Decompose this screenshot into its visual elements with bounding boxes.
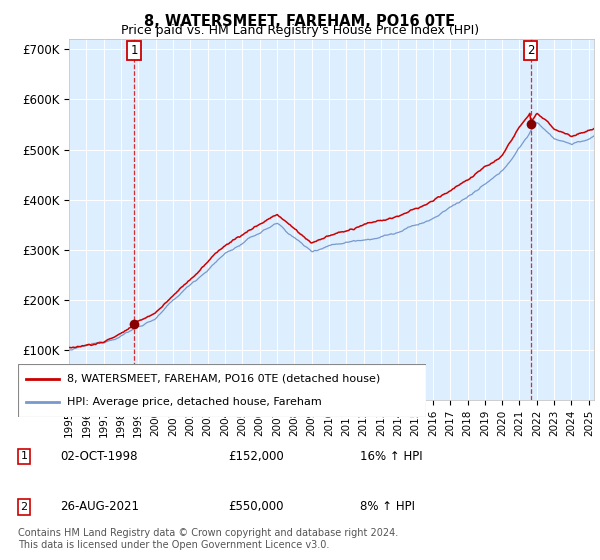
Text: £152,000: £152,000 xyxy=(228,450,284,463)
Text: 8, WATERSMEET, FAREHAM, PO16 0TE (detached house): 8, WATERSMEET, FAREHAM, PO16 0TE (detach… xyxy=(67,374,380,384)
Text: 1: 1 xyxy=(130,44,138,57)
Text: 16% ↑ HPI: 16% ↑ HPI xyxy=(360,450,422,463)
Text: HPI: Average price, detached house, Fareham: HPI: Average price, detached house, Fare… xyxy=(67,397,322,407)
Text: 1: 1 xyxy=(20,451,28,461)
Text: 8, WATERSMEET, FAREHAM, PO16 0TE: 8, WATERSMEET, FAREHAM, PO16 0TE xyxy=(145,14,455,29)
Text: 02-OCT-1998: 02-OCT-1998 xyxy=(60,450,137,463)
Text: 26-AUG-2021: 26-AUG-2021 xyxy=(60,500,139,514)
Text: 8% ↑ HPI: 8% ↑ HPI xyxy=(360,500,415,514)
Text: Price paid vs. HM Land Registry's House Price Index (HPI): Price paid vs. HM Land Registry's House … xyxy=(121,24,479,37)
Text: Contains HM Land Registry data © Crown copyright and database right 2024.
This d: Contains HM Land Registry data © Crown c… xyxy=(18,528,398,550)
Text: 2: 2 xyxy=(20,502,28,512)
Text: 2: 2 xyxy=(527,44,535,57)
Text: £550,000: £550,000 xyxy=(228,500,284,514)
